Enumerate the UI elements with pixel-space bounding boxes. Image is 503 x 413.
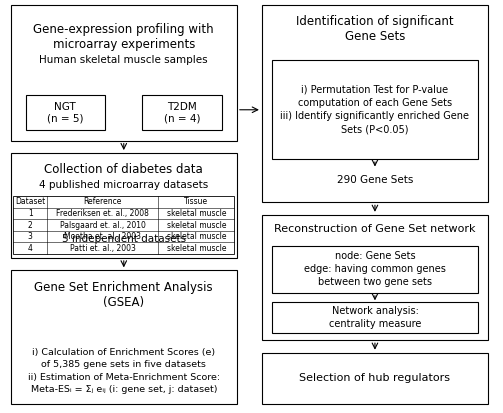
Text: node: Gene Sets
edge: having common genes
between two gene sets: node: Gene Sets edge: having common gene… [304,251,446,287]
Bar [11,153,237,258]
Bar [262,5,488,202]
Text: Dataset: Dataset [15,197,45,206]
Text: Reconstruction of Gene Set network: Reconstruction of Gene Set network [274,224,476,234]
Text: Palsgaard et. al., 2010: Palsgaard et. al., 2010 [60,221,146,230]
Text: Gene-expression profiling with
microarray experiments: Gene-expression profiling with microarra… [34,23,214,51]
Text: Patti et. al., 2003: Patti et. al., 2003 [70,244,136,253]
Text: Collection of diabetes data: Collection of diabetes data [44,163,203,176]
Bar [142,95,222,131]
Text: Selection of hub regulators: Selection of hub regulators [299,373,451,383]
Text: Tissue: Tissue [184,197,208,206]
Text: 1: 1 [28,209,33,218]
Text: 2: 2 [28,221,33,230]
Bar [262,353,488,404]
Text: Mootha et. al., 2003: Mootha et. al., 2003 [64,232,141,241]
Bar [13,196,234,254]
Text: Network analysis:
centrality measure: Network analysis: centrality measure [329,306,421,329]
Text: Frederiksen et. al., 2008: Frederiksen et. al., 2008 [56,209,149,218]
Text: i) Permutation Test for P-value
computation of each Gene Sets
iii) Identify sign: i) Permutation Test for P-value computat… [281,85,469,135]
Text: 4 published microarray datasets: 4 published microarray datasets [39,180,208,190]
Text: 290 Gene Sets: 290 Gene Sets [337,175,413,185]
Text: i) Calculation of Enrichment Scores (e)
of 5,385 gene sets in five datasets
ii) : i) Calculation of Enrichment Scores (e) … [28,348,220,394]
Text: Identification of significant
Gene Sets: Identification of significant Gene Sets [296,15,454,43]
Text: skeletal muscle: skeletal muscle [166,232,226,241]
Text: skeletal muscle: skeletal muscle [166,244,226,253]
Text: 5 independent datasets: 5 independent datasets [62,235,186,244]
Text: skeletal muscle: skeletal muscle [166,221,226,230]
Text: 4: 4 [28,244,33,253]
Text: skeletal muscle: skeletal muscle [166,209,226,218]
Bar [11,270,237,404]
Text: NGT
(n = 5): NGT (n = 5) [47,102,83,123]
Text: Gene Set Enrichment Analysis
(GSEA): Gene Set Enrichment Analysis (GSEA) [35,280,213,309]
Bar [272,302,478,333]
Bar [262,215,488,340]
Bar [272,60,478,159]
Bar [11,5,237,141]
Text: Reference: Reference [83,197,122,206]
Bar [26,95,105,131]
Text: T2DM
(n = 4): T2DM (n = 4) [164,102,201,123]
Bar [272,246,478,293]
Text: Human skeletal muscle samples: Human skeletal muscle samples [39,55,208,65]
Text: 3: 3 [28,232,33,241]
